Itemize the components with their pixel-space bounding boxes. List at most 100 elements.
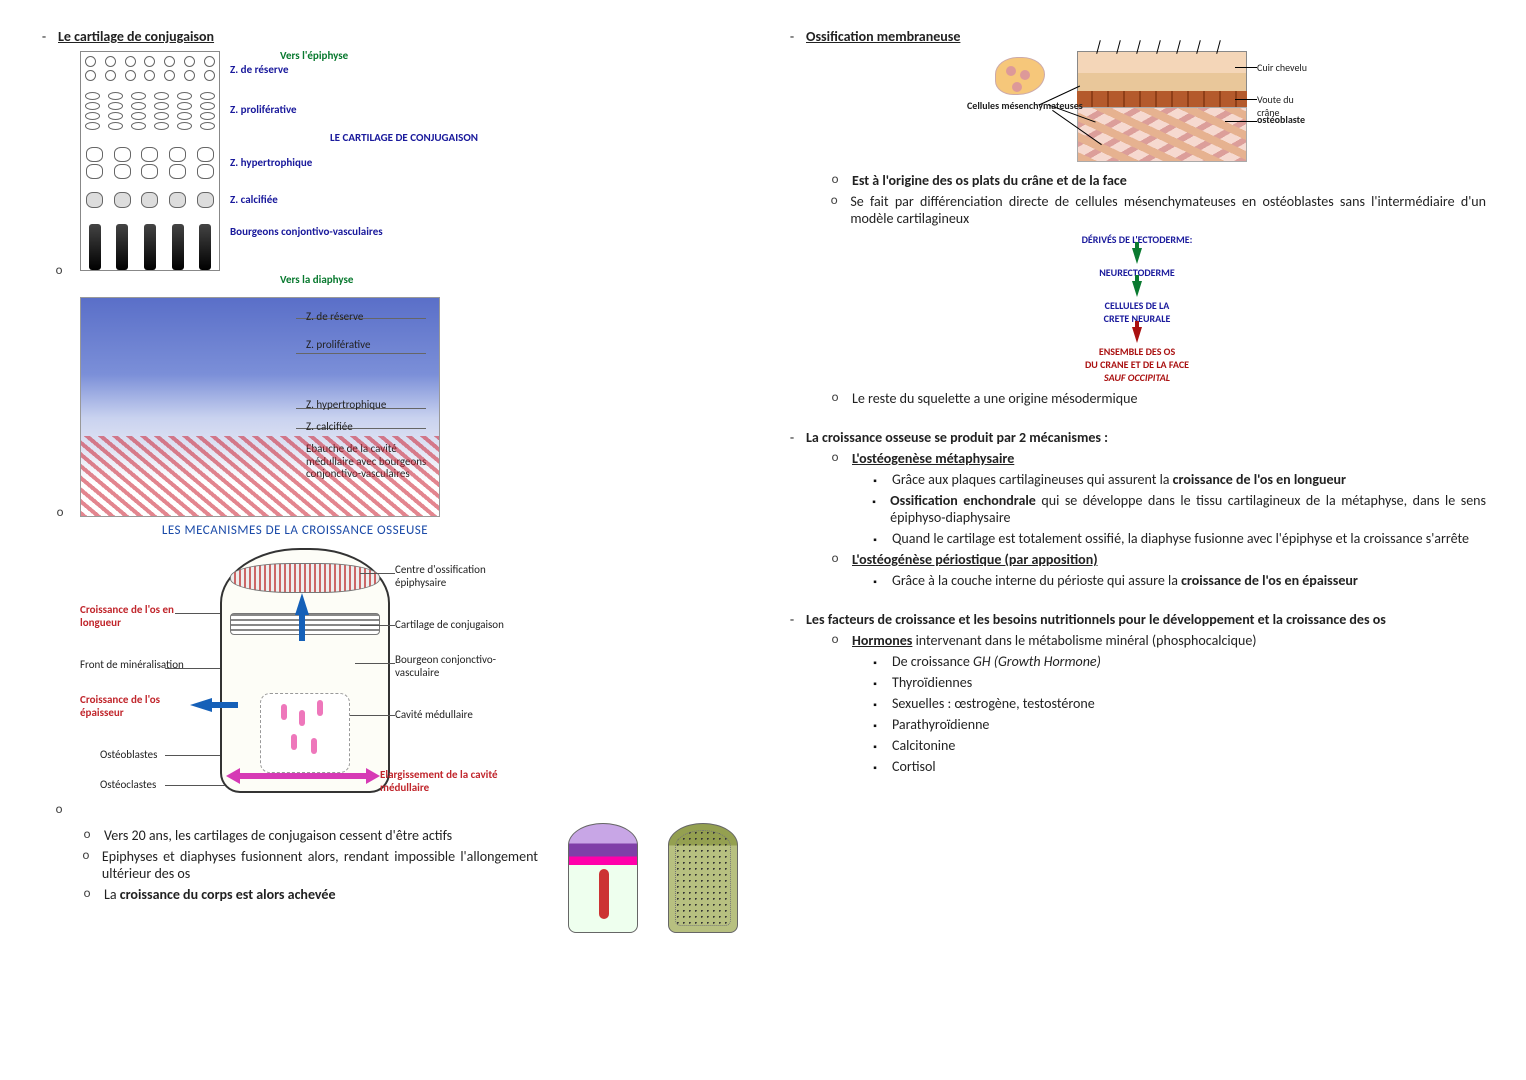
growth-title: LES MECANISMES DE LA CROISSANCE OSSEUSE bbox=[80, 523, 510, 538]
circle-bullet-icon: o bbox=[52, 263, 66, 278]
square-bullet-icon: ▪ bbox=[868, 471, 882, 487]
growth-label: Centre d'ossification épiphysaire bbox=[395, 563, 515, 589]
memb-label: Cuir chevelu bbox=[1257, 61, 1307, 74]
arrow-down-icon bbox=[1132, 248, 1142, 264]
factors-title-row: - Les facteurs de croissance et les beso… bbox=[788, 611, 1486, 628]
sub-item: ▪ Ossification enchondrale qui se dévelo… bbox=[868, 492, 1486, 526]
mini-bones-figure bbox=[568, 823, 738, 933]
note-text: La croissance du corps est alors achevée bbox=[104, 886, 336, 903]
zone-top-label: Vers l'épiphyse bbox=[280, 49, 348, 62]
mechanisms-title-row: - La croissance osseuse se produit par 2… bbox=[788, 429, 1486, 446]
note-text: Epiphyses et diaphyses fusionnent alors,… bbox=[102, 848, 538, 882]
zone-label: Z. hypertrophique bbox=[230, 156, 312, 169]
point-text: Se fait par différenciation directe de c… bbox=[850, 193, 1486, 227]
square-bullet-icon: ▪ bbox=[868, 716, 882, 732]
hormone-sub: ▪ Cortisol bbox=[868, 758, 1486, 775]
left-title: Le cartilage de conjugaison bbox=[58, 28, 214, 45]
cartilage-zones-figure: Vers l'épiphyse bbox=[80, 51, 440, 291]
circle-bullet-icon: o bbox=[828, 390, 842, 405]
zone-row bbox=[81, 70, 219, 81]
mini-bone bbox=[568, 823, 638, 933]
zone-row bbox=[81, 112, 219, 120]
point-item: o Est à l'origine des os plats du crâne … bbox=[828, 172, 1486, 189]
hormone-sub: ▪ Thyroïdiennes bbox=[868, 674, 1486, 691]
growth-label: Croissance de l'os épaisseur bbox=[80, 693, 200, 719]
sub-text: Parathyroïdienne bbox=[892, 716, 989, 733]
skull-vault-layer bbox=[1077, 91, 1247, 107]
sub-text: Thyroïdiennes bbox=[892, 674, 972, 691]
dash-icon: - bbox=[788, 429, 796, 446]
growth-label: Elargissement de la cavité médullaire bbox=[380, 768, 520, 794]
left-title-row: - Le cartilage de conjugaison bbox=[40, 28, 738, 45]
sub-text: Grâce aux plaques cartilagineuses qui as… bbox=[892, 471, 1346, 488]
circle-bullet-icon: o bbox=[828, 551, 842, 566]
zone-row bbox=[81, 192, 219, 208]
zone-row bbox=[81, 220, 219, 270]
circle-bullet-icon: o bbox=[828, 632, 842, 647]
square-bullet-icon: ▪ bbox=[868, 758, 882, 774]
square-bullet-icon: ▪ bbox=[868, 572, 882, 588]
zone-label: Z. de réserve bbox=[230, 63, 289, 76]
circle-bullet-icon: o bbox=[80, 827, 94, 842]
circle-bullet-icon: o bbox=[828, 450, 842, 465]
growth-label: Cartilage de conjugaison bbox=[395, 618, 504, 631]
sub-text: Quand le cartilage est totalement ossifi… bbox=[892, 530, 1469, 547]
square-bullet-icon: ▪ bbox=[868, 492, 880, 508]
arrow-horizontal-icon bbox=[238, 773, 368, 779]
histology-figure: Z. de réserve Z. proliférative Z. hypert… bbox=[80, 297, 440, 517]
point-text: Est à l'origine des os plats du crâne et… bbox=[852, 172, 1127, 189]
growth-label: Ostéoclastes bbox=[100, 778, 156, 791]
sub-text: Sexuelles : œstrogène, testostérone bbox=[892, 695, 1095, 712]
sub-text: Calcitonine bbox=[892, 737, 955, 754]
square-bullet-icon: ▪ bbox=[868, 737, 882, 753]
square-bullet-icon: ▪ bbox=[868, 674, 882, 690]
histo-label: Z. proliférative bbox=[306, 338, 371, 351]
growth-label: Croissance de l'os en longueur bbox=[80, 603, 200, 629]
mech1-title: L'ostéogenèse métaphysaire bbox=[852, 450, 1014, 467]
sub-text: Grâce à la couche interne du périoste qu… bbox=[892, 572, 1358, 589]
zone-row bbox=[81, 92, 219, 100]
mechanisms-title: La croissance osseuse se produit par 2 m… bbox=[806, 429, 1108, 446]
square-bullet-icon: ▪ bbox=[868, 695, 882, 711]
zone-row bbox=[81, 122, 219, 130]
zone-column bbox=[80, 51, 220, 271]
note-item: o La croissance du corps est alors achev… bbox=[80, 886, 538, 903]
zone-caption: LE CARTILAGE DE CONJUGAISON bbox=[330, 131, 478, 144]
hormone-sub: ▪ Parathyroïdienne bbox=[868, 716, 1486, 733]
right-title-row: - Ossification membraneuse bbox=[788, 28, 1486, 45]
square-bullet-icon: ▪ bbox=[868, 530, 882, 546]
zone-label: Z. calcifiée bbox=[230, 193, 278, 206]
sub-item: ▪ Grâce à la couche interne du périoste … bbox=[868, 572, 1486, 589]
zone-row bbox=[81, 164, 219, 179]
sub-item: ▪ Grâce aux plaques cartilagineuses qui … bbox=[868, 471, 1486, 488]
medullary-cavity bbox=[260, 693, 350, 773]
circle-bullet-icon: o bbox=[52, 802, 66, 817]
histo-label: Z. de réserve bbox=[306, 310, 363, 323]
mesenchyme-cells-icon bbox=[995, 57, 1045, 95]
point-item: o Le reste du squelette a une origine mé… bbox=[828, 390, 1486, 407]
right-column: - Ossification membraneuse Cellules mése… bbox=[788, 24, 1486, 933]
note-text: Vers 20 ans, les cartilages de conjugais… bbox=[104, 827, 452, 844]
factors-title: Les facteurs de croissance et les besoin… bbox=[806, 611, 1386, 628]
dash-icon: - bbox=[788, 611, 796, 628]
left-column: - Le cartilage de conjugaison Vers l'épi… bbox=[40, 24, 738, 933]
circle-bullet-icon: o bbox=[80, 848, 92, 863]
dash-icon: - bbox=[40, 28, 48, 45]
membranous-ossification-figure: Cellules mésenchymateuses Cuir chevelu V… bbox=[967, 51, 1307, 166]
hormone-sub: ▪De croissance GH (Growth Hormone) bbox=[868, 653, 1486, 670]
circle-bullet-icon: o bbox=[80, 886, 94, 901]
mech2-title: L'ostéogénèse périostique (par appositio… bbox=[852, 551, 1098, 568]
histo-label: Ebauche de la cavité médullaire avec bou… bbox=[306, 443, 436, 481]
hormones-text: Hormones intervenant dans le métabolisme… bbox=[852, 632, 1257, 649]
circle-bullet-icon: o bbox=[828, 193, 840, 208]
hormones-item: o Hormones intervenant dans le métabolis… bbox=[828, 632, 1486, 649]
conjugation-plate bbox=[230, 613, 380, 635]
growth-label: Bourgeon conjonctivo-vasculaire bbox=[395, 653, 515, 679]
sub-text: Cortisol bbox=[892, 758, 936, 775]
memb-label: ostéoblaste bbox=[1257, 113, 1305, 126]
sub-text: De croissance GH (Growth Hormone) bbox=[892, 653, 1101, 670]
arrow-up-icon bbox=[295, 593, 309, 615]
circle-bullet-icon: o bbox=[53, 505, 67, 520]
circle-bullet-icon: o bbox=[828, 172, 842, 187]
zone-label: Z. proliférative bbox=[230, 103, 297, 116]
